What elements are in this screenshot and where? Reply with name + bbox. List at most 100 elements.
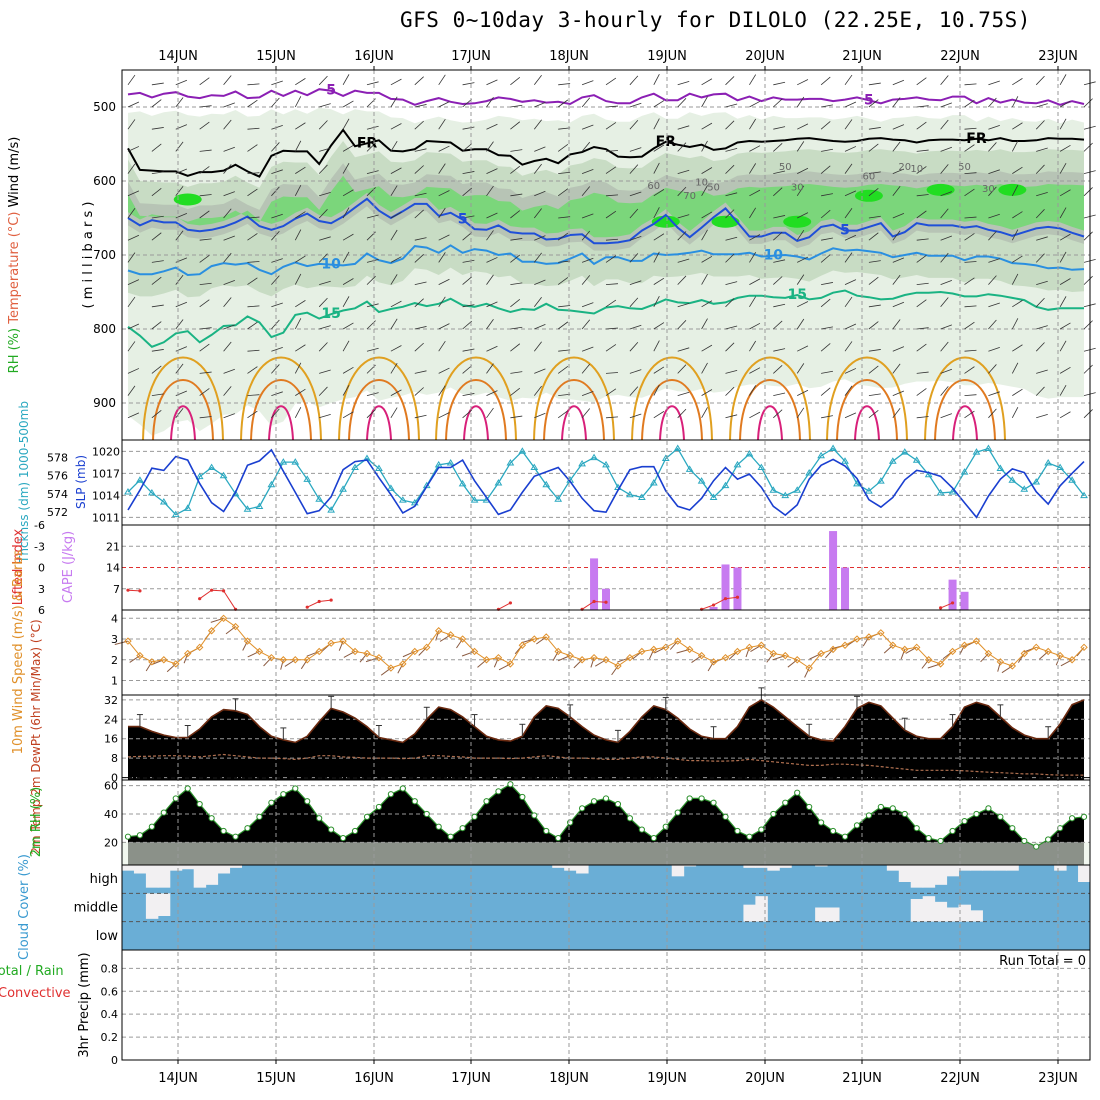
upper-wind-barb: [820, 165, 831, 174]
wind-ylabel-text: 10m Wind Speed (m/s) & Barbs: [11, 549, 26, 754]
upper-wind-barb: [677, 214, 690, 219]
upper-wind-barb: [342, 100, 354, 108]
upper-wind-barb: [773, 98, 783, 108]
upper-wind-barb: [749, 278, 761, 285]
upper-wind-barb: [486, 390, 498, 396]
upper-wind-barb: [629, 386, 639, 396]
upper-wind-barb: [271, 169, 283, 174]
rh-point: [124, 833, 132, 840]
upper-wind-barb: [629, 164, 639, 174]
upper-wind-barb: [868, 349, 881, 352]
upper-wind-barb: [462, 171, 475, 174]
precip-tick-label: 0: [111, 1054, 118, 1067]
rh-point: [363, 813, 371, 820]
upper-wind-barb: [366, 392, 379, 396]
upper-wind-barb: [1035, 386, 1045, 396]
upper-wind-barb: [749, 340, 757, 352]
contour-20c-arch: [631, 356, 713, 441]
thickness-point: [793, 486, 802, 493]
cloud-gap-high: [576, 865, 589, 874]
rh-point: [901, 810, 908, 818]
thickness-point: [972, 448, 981, 455]
upper-wind-barb: [773, 320, 783, 330]
upper-wind-barb: [151, 232, 162, 241]
upper-wind-barb: [319, 103, 331, 108]
upper-wind-barb: [844, 279, 857, 285]
upper-wind-barb: [988, 391, 1000, 396]
upper-wind-barb: [366, 303, 379, 308]
upper-wind-barb: [127, 190, 140, 197]
wind-barb: [590, 657, 595, 668]
thickness-point: [1056, 463, 1065, 471]
upper-wind-barb: [1036, 147, 1048, 152]
rh-point: [304, 798, 311, 805]
precip-tick-label: 0.8: [101, 962, 119, 975]
thickness-point: [458, 479, 467, 487]
wind-barb: [435, 630, 440, 641]
upper-wind-barb: [318, 209, 328, 219]
cape-bar: [721, 564, 730, 610]
rh-point: [507, 781, 514, 788]
upper-wind-barb: [558, 216, 571, 219]
upper-wind-barb: [821, 282, 833, 285]
cape-tick-label: 7: [113, 583, 120, 596]
rh-point: [674, 809, 681, 816]
slp-tick-label: 1017: [92, 467, 120, 480]
wind-speed-point: [231, 622, 240, 631]
li-ylabel-text: Lifted Index: [11, 528, 26, 605]
upper-wind-barb: [844, 146, 857, 152]
upper-wind-barb: [749, 234, 761, 241]
rh-point: [1021, 837, 1028, 845]
thickness-point: [219, 471, 228, 479]
upper-wind-barb: [247, 410, 258, 419]
contour-25c-arch: [739, 379, 801, 441]
upper-wind-barb: [868, 215, 881, 219]
upper-wind-barb: [677, 258, 690, 263]
upper-wind-barb: [701, 185, 708, 196]
upper-wind-barb: [773, 259, 786, 263]
upper-wind-barb: [1011, 318, 1019, 330]
rh-point: [734, 827, 741, 835]
upper-wind-barb: [533, 252, 542, 263]
upper-wind-barb: [725, 386, 735, 396]
upper-wind-barb: [366, 214, 379, 219]
cloud-tier-label: high: [90, 872, 118, 887]
upper-wind-barb: [916, 194, 929, 197]
upper-wind-barb: [940, 235, 953, 241]
wind-speed-point: [769, 649, 778, 658]
upper-wind-barb: [557, 188, 569, 197]
upper-wind-barb: [629, 236, 642, 241]
upper-wind-barb: [247, 366, 258, 374]
upper-wind-barb: [462, 187, 472, 197]
upper-wind-barb: [438, 385, 446, 396]
upper-wind-barb: [199, 416, 212, 419]
cloud-gap-high: [683, 865, 697, 867]
upper-wind-barb: [892, 141, 901, 152]
upper-wind-barb: [247, 216, 260, 219]
upper-wind-barb: [486, 185, 494, 197]
thickness-point: [924, 470, 933, 478]
upper-wind-barb: [366, 170, 379, 174]
upper-wind-barb: [868, 321, 879, 330]
upper-wind-barb: [462, 215, 475, 219]
upper-wind-barb: [271, 258, 283, 263]
upper-wind-barb: [247, 349, 260, 352]
rh-point: [136, 832, 144, 839]
upper-wind-barb: [366, 125, 379, 130]
contour-30c-arch: [561, 405, 587, 441]
upper-wind-barb: [988, 347, 1000, 352]
upper-wind-barb: [486, 274, 494, 285]
wind-speed-point: [458, 635, 467, 643]
upper-wind-barb: [462, 82, 475, 86]
upper-wind-barb: [916, 371, 929, 374]
upper-wind-barb: [940, 386, 949, 396]
upper-wind-barb: [1011, 184, 1019, 196]
wind-speed-point: [662, 643, 670, 652]
upper-wind-barb: [820, 76, 831, 86]
upper-wind-barb: [247, 233, 258, 241]
thickness-point: [578, 459, 586, 467]
wind-speed-point: [865, 633, 873, 641]
upper-wind-barb: [725, 120, 735, 130]
li-tick-label: -6: [34, 519, 45, 532]
rh-point: [280, 791, 287, 798]
